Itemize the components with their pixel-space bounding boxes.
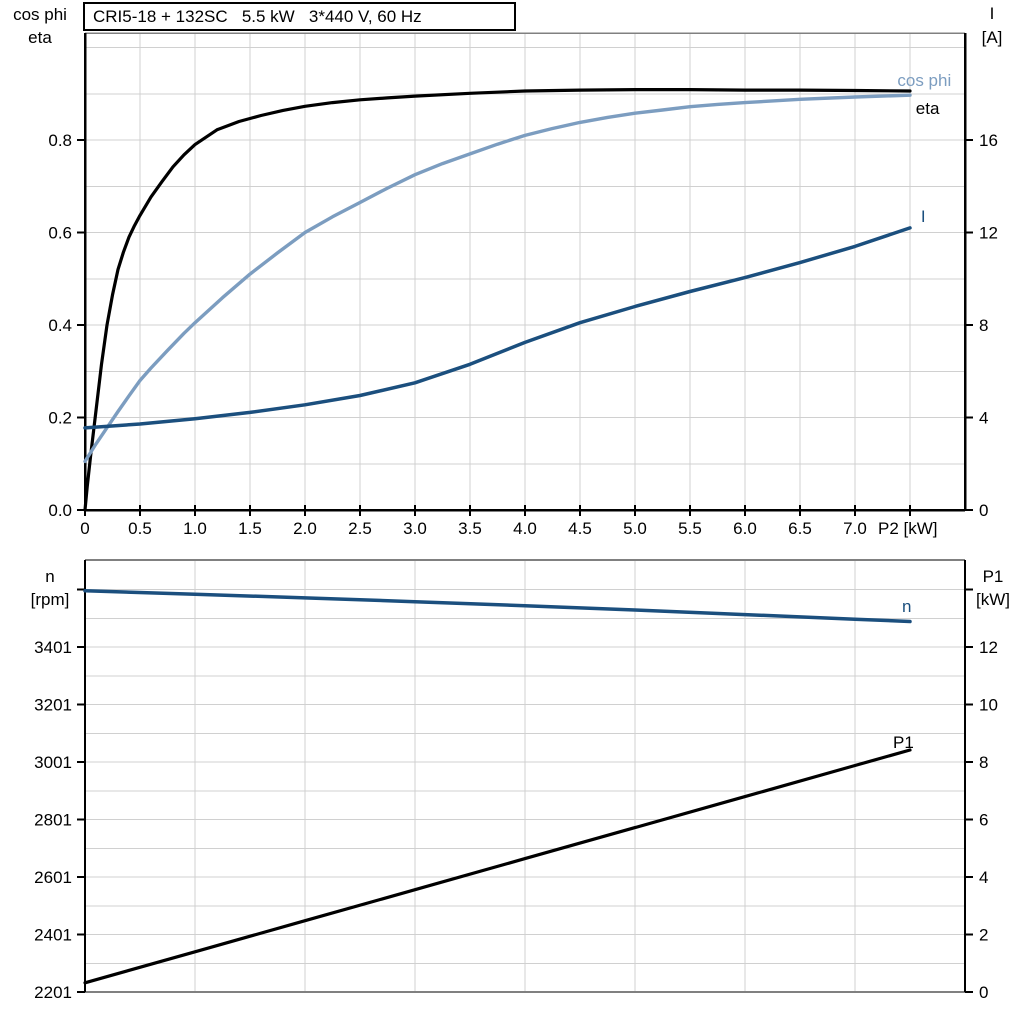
series-label-I: I (921, 207, 926, 226)
x-tick-label: 4.5 (568, 519, 592, 538)
right-tick-label: 2 (979, 926, 988, 945)
x-tick-label: 5.0 (623, 519, 647, 538)
left-tick-label: 2601 (34, 868, 72, 887)
tick-labels: 0.0 0.2 0.4 0.6 0.8 0 4 8 12 16 0 0.5 1.0 1.5 2.0 2.5 3.… (13, 4, 1002, 538)
x-tick-label: 3.0 (403, 519, 427, 538)
right-axis-title: [kW] (976, 590, 1010, 609)
right-tick-label: 16 (979, 131, 998, 150)
x-tick-label: 1.5 (238, 519, 262, 538)
left-tick-label: 2401 (34, 926, 72, 945)
right-tick-label: 0 (979, 983, 988, 1002)
x-tick-label: 6.5 (788, 519, 812, 538)
right-axis-title: [A] (982, 28, 1003, 47)
x-axis-title: P2 [kW] (878, 519, 938, 538)
series-curves: n P1 (83, 589, 914, 985)
series-curve-n (83, 589, 912, 624)
left-tick-label: 2201 (34, 983, 72, 1002)
series-curve-P1 (83, 748, 912, 985)
series-curves: eta cos phi I (83, 71, 951, 512)
right-tick-label: 4 (979, 409, 988, 428)
left-tick-label: 3401 (34, 638, 72, 657)
x-tick-label: 4.0 (513, 519, 537, 538)
right-tick-label: 12 (979, 638, 998, 657)
series-label-P1: P1 (893, 733, 914, 752)
left-axis-title: eta (28, 28, 52, 47)
series-label-n: n (902, 597, 911, 616)
x-tick-label: 5.5 (678, 519, 702, 538)
left-tick-label: 0.2 (48, 409, 72, 428)
x-tick-label: 0 (80, 519, 89, 538)
right-axis-title: P1 (983, 567, 1004, 586)
x-tick-label: 0.5 (128, 519, 152, 538)
axis-ticks (77, 139, 973, 516)
right-tick-label: 8 (979, 316, 988, 335)
x-tick-label: 3.5 (458, 519, 482, 538)
left-tick-label: 2801 (34, 811, 72, 830)
left-axis-title: n (45, 567, 54, 586)
left-tick-label: 3001 (34, 753, 72, 772)
plot-borders (83, 559, 967, 993)
chart-top: 0.0 0.2 0.4 0.6 0.8 0 4 8 12 16 0 0.5 1.0 1.5 2.0 2.5 3.… (13, 4, 1002, 538)
chart-title-box: CRI5-18 + 132SC 5.5 kW 3*440 V, 60 Hz (83, 2, 516, 31)
tick-labels: 2201 2401 2601 2801 3001 3201 3401 0 2 4 6 8 10 12 n [r… (31, 567, 1010, 1002)
left-tick-label: 0.0 (48, 501, 72, 520)
x-tick-label: 7.0 (843, 519, 867, 538)
series-label-cos-phi: cos phi (897, 71, 951, 90)
x-tick-label: 6.0 (733, 519, 757, 538)
left-tick-label: 3201 (34, 696, 72, 715)
left-tick-label: 0.4 (48, 316, 72, 335)
right-axis-title: I (990, 4, 995, 23)
grid-lines (85, 33, 965, 510)
left-axis-title: cos phi (13, 5, 67, 24)
right-tick-label: 4 (979, 868, 988, 887)
series-curve-eta (83, 87, 912, 512)
right-tick-label: 0 (979, 501, 988, 520)
right-tick-label: 10 (979, 696, 998, 715)
x-tick-label: 1.0 (183, 519, 207, 538)
x-tick-label: 2.5 (348, 519, 372, 538)
axis-ticks (77, 588, 973, 993)
series-label-eta: eta (916, 99, 940, 118)
left-axis-title: [rpm] (31, 590, 70, 609)
left-tick-label: 0.6 (48, 224, 72, 243)
right-tick-label: 6 (979, 811, 988, 830)
grid-lines (85, 560, 965, 992)
left-tick-label: 0.8 (48, 131, 72, 150)
right-tick-label: 8 (979, 753, 988, 772)
x-tick-label: 2.0 (293, 519, 317, 538)
series-curve-I (83, 226, 912, 430)
right-tick-label: 12 (979, 224, 998, 243)
series-curve-cos-phi (83, 93, 912, 464)
chart-bottom: 2201 2401 2601 2801 3001 3201 3401 0 2 4 6 8 10 12 n [r… (31, 559, 1010, 1002)
